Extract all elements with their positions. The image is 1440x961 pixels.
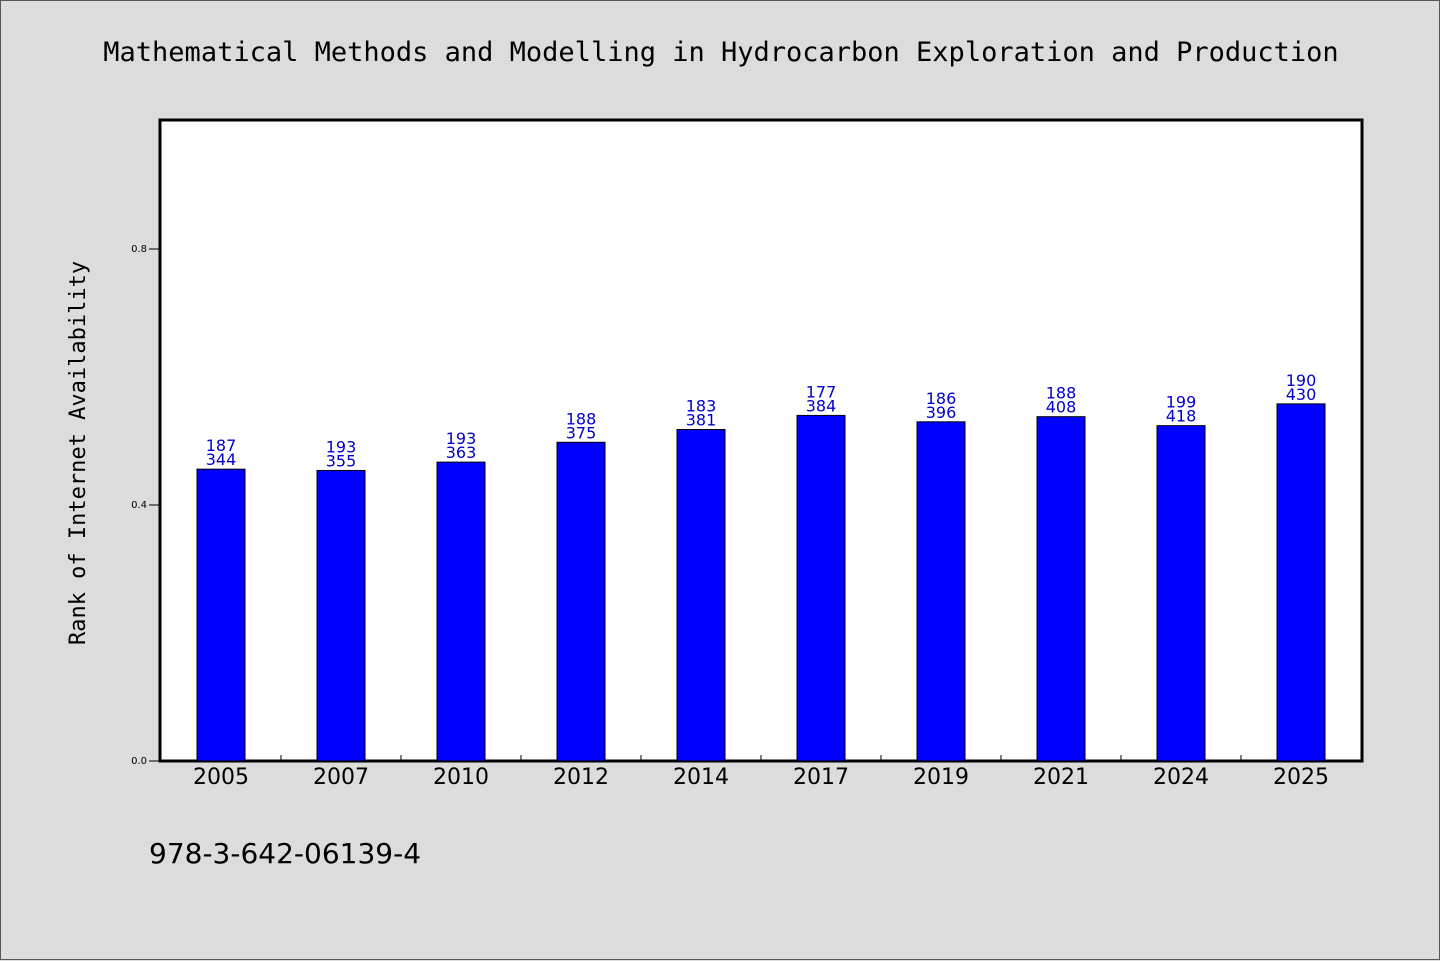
x-tick-label: 2017 — [793, 765, 849, 790]
bar-label-top: 188 — [1046, 384, 1077, 403]
bar — [796, 414, 846, 762]
bar — [1276, 403, 1326, 762]
bar — [676, 428, 726, 762]
bar — [1156, 425, 1206, 762]
y-tick-label: 0.0 — [131, 756, 147, 767]
y-tick-label: 0.4 — [131, 500, 147, 511]
y-tick-label: 0.8 — [131, 244, 147, 255]
bar-label-bottom: 363 — [446, 443, 477, 462]
chart-title: Mathematical Methods and Modelling in Hy… — [103, 37, 1338, 68]
bar-label-top: 199 — [1166, 393, 1197, 412]
x-tick-label: 2024 — [1153, 765, 1209, 790]
bar — [1036, 416, 1086, 762]
bar-label-top: 188 — [566, 409, 597, 428]
bar-label-bottom: 396 — [926, 403, 957, 422]
bar-label-top: 193 — [326, 437, 357, 456]
bar — [916, 421, 966, 762]
bar-label-top: 187 — [206, 436, 237, 455]
bar-label-top: 183 — [686, 396, 717, 415]
bar-label-bottom: 408 — [1046, 398, 1077, 417]
x-tick-label: 2025 — [1273, 765, 1329, 790]
y-axis-ticks: 0.0 0.4 0.8 — [131, 244, 161, 767]
bar-label-bottom: 375 — [566, 423, 597, 442]
bars — [196, 403, 1326, 762]
bar-label-top: 193 — [446, 429, 477, 448]
bar-label-top: 186 — [926, 389, 957, 408]
x-tick-label: 2007 — [313, 765, 369, 790]
bar-label-bottom: 418 — [1166, 407, 1197, 426]
x-tick-label: 2019 — [913, 765, 969, 790]
bar-label-top: 177 — [806, 382, 837, 401]
bar-label-top: 190 — [1286, 371, 1317, 390]
x-axis-ticks: 2005 2007 2010 2012 2014 2017 2019 2021 2024 2025 — [193, 755, 1329, 790]
x-tick-label: 2005 — [193, 765, 249, 790]
x-tick-label: 2012 — [553, 765, 609, 790]
isbn-footer: 978-3-642-06139-4 — [149, 837, 421, 870]
bar-label-bottom: 430 — [1286, 385, 1317, 404]
bar-label-bottom: 355 — [326, 451, 357, 470]
x-tick-label: 2021 — [1033, 765, 1089, 790]
bar-label-bottom: 344 — [206, 450, 237, 469]
bar — [316, 469, 366, 762]
bar — [196, 468, 246, 762]
bar — [556, 441, 606, 762]
bar-label-bottom: 384 — [806, 396, 837, 415]
y-axis-label: Rank of Internet Availability — [66, 261, 91, 645]
x-tick-label: 2014 — [673, 765, 729, 790]
x-tick-label: 2010 — [433, 765, 489, 790]
bar — [436, 461, 486, 762]
bar-label-bottom: 381 — [686, 410, 717, 429]
